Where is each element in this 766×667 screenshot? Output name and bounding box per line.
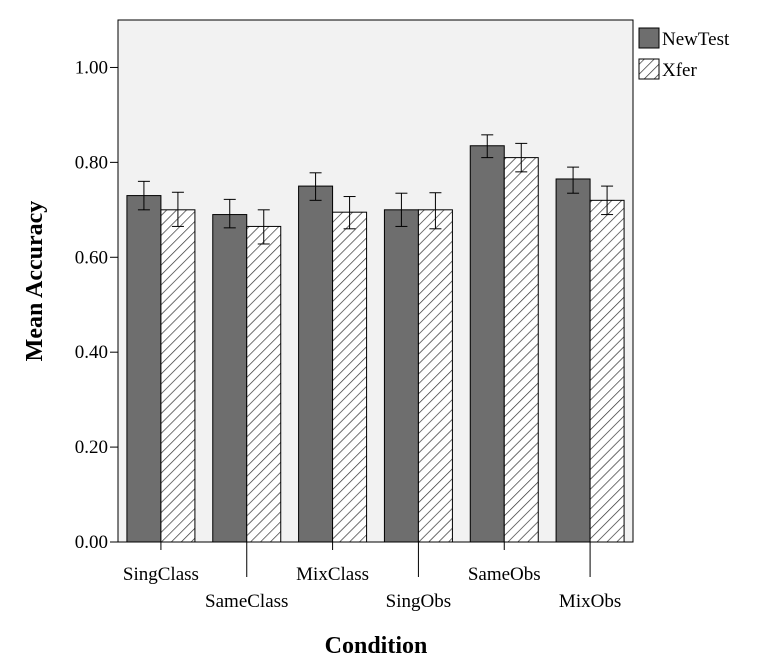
error-bar-newtest <box>567 166 580 194</box>
y-tick-label: 0.40 <box>75 342 108 363</box>
x-category-label: MixObs <box>559 591 621 612</box>
plot-area <box>117 19 634 543</box>
error-bar-newtest <box>309 172 322 201</box>
x-category-label: MixClass <box>296 564 369 585</box>
bar-newtest <box>383 209 419 543</box>
x-axis-title: Condition <box>325 633 428 659</box>
error-bars-layer <box>137 134 614 245</box>
error-bar-xfer <box>257 209 270 245</box>
bar-xfer <box>589 199 625 543</box>
error-bar-newtest <box>395 192 408 227</box>
y-axis: 0.00 0.20 0.40 0.60 0.80 1.00 <box>75 20 119 553</box>
x-category-label: SameObs <box>468 564 541 585</box>
error-bar-xfer <box>515 142 528 173</box>
y-tick-label: 0.20 <box>75 437 108 458</box>
x-category-label: SameClass <box>205 591 288 612</box>
bar-xfer <box>417 209 453 543</box>
error-bar-xfer <box>343 196 356 230</box>
x-category-label: SingObs <box>386 591 451 612</box>
legend-swatch-xfer <box>638 58 660 80</box>
error-bar-xfer <box>429 192 442 230</box>
bar-newtest <box>469 145 505 543</box>
error-bar-xfer <box>601 185 614 216</box>
error-bar-xfer <box>171 191 184 227</box>
error-bar-newtest <box>137 180 150 211</box>
x-axis: SingClass SameClass MixClass SingObs SameObs… <box>118 541 633 612</box>
bar-newtest <box>555 178 591 543</box>
y-tick-label: 0.00 <box>75 532 108 553</box>
bar-newtest <box>298 185 334 543</box>
bar-xfer <box>332 211 368 543</box>
bars-layer <box>126 145 625 543</box>
error-bar-newtest <box>481 134 494 159</box>
y-axis-title: Mean Accuracy <box>22 201 48 362</box>
bar-xfer <box>246 225 282 543</box>
y-tick-label: 1.00 <box>75 57 108 78</box>
x-category-label: SingClass <box>123 564 199 585</box>
legend-label-xfer: Xfer <box>662 60 697 81</box>
bar-xfer <box>503 157 539 543</box>
bar-newtest <box>212 214 248 543</box>
bar-newtest <box>126 195 162 543</box>
y-tick-label: 0.80 <box>75 152 108 173</box>
legend: NewTest Xfer <box>638 27 730 81</box>
error-bar-newtest <box>223 198 236 229</box>
legend-swatch-newtest <box>638 27 660 49</box>
bar-xfer <box>160 209 196 543</box>
legend-label-newtest: NewTest <box>662 29 730 50</box>
y-tick-label: 0.60 <box>75 247 108 268</box>
